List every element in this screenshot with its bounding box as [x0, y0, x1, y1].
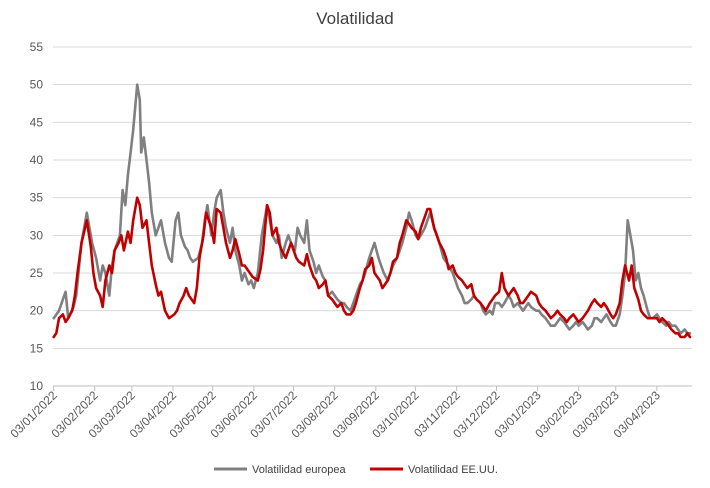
- y-tick-label: 10: [30, 379, 44, 393]
- series-lines: [52, 83, 692, 339]
- series-line-0: [52, 83, 692, 335]
- y-tick-label: 45: [30, 115, 44, 129]
- y-tick-label: 40: [30, 153, 44, 167]
- chart-title: Volatilidad: [316, 9, 394, 28]
- legend: Volatilidad europea Volatilidad EE.UU.: [214, 464, 498, 476]
- y-axis-ticks: 10 15 20 25 30 35 40 45 50 55: [30, 40, 44, 393]
- y-tick-label: 35: [30, 191, 44, 205]
- y-tick-label: 15: [30, 341, 44, 355]
- legend-label-series-0: Volatilidad europea: [252, 464, 346, 476]
- series-line-1: [52, 196, 692, 339]
- y-tick-label: 55: [30, 40, 44, 54]
- gridlines: [53, 46, 692, 387]
- x-axis-ticks: 03/01/202203/02/202203/03/202203/04/2022…: [7, 386, 663, 441]
- y-tick-label: 50: [30, 78, 44, 92]
- y-tick-label: 20: [30, 304, 44, 318]
- legend-label-series-1: Volatilidad EE.UU.: [408, 464, 498, 476]
- y-tick-label: 25: [30, 266, 44, 280]
- y-tick-label: 30: [30, 228, 44, 242]
